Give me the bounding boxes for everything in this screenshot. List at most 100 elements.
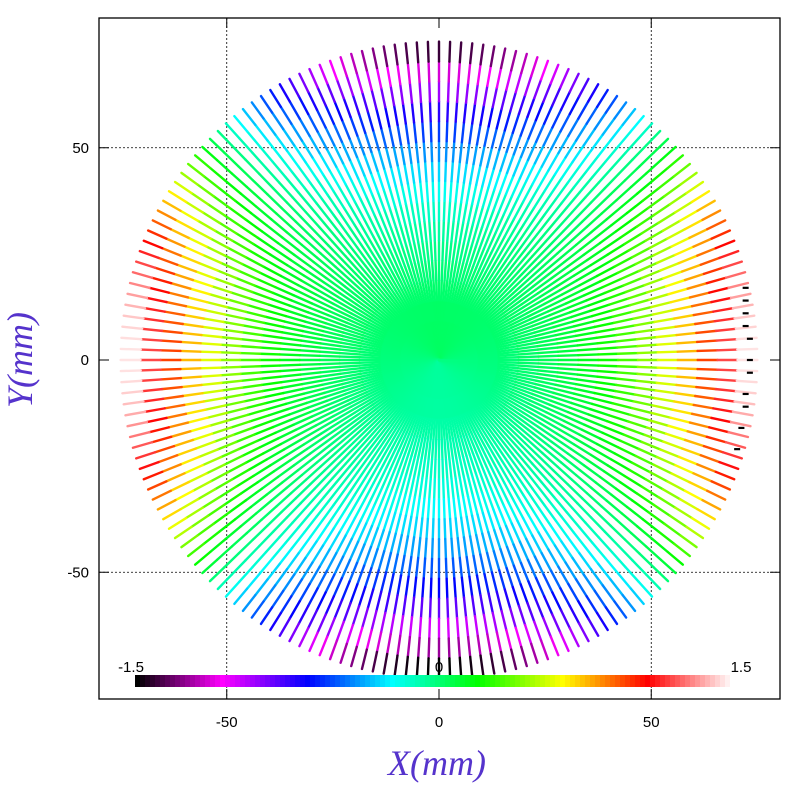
radial-segment	[544, 225, 561, 243]
radial-segment	[199, 366, 222, 370]
radial-segment	[441, 239, 445, 262]
radial-segment	[297, 191, 313, 209]
radial-line	[131, 358, 441, 449]
radial-segment	[321, 333, 343, 341]
radial-segment	[560, 515, 575, 534]
radial-segment	[557, 210, 574, 229]
radial-segment	[399, 473, 408, 496]
radial-segment	[577, 353, 600, 357]
radial-segment	[526, 265, 544, 282]
radial-segment	[301, 383, 324, 391]
radial-line	[415, 41, 441, 362]
radial-segment	[289, 447, 309, 462]
radial-segment	[541, 289, 561, 302]
radial-segment	[677, 254, 699, 265]
radial-segment	[429, 398, 435, 421]
radial-segment	[523, 233, 539, 252]
radial-segment	[553, 269, 573, 284]
radial-segment	[415, 656, 420, 679]
radial-segment	[531, 392, 553, 403]
radial-segment	[616, 344, 639, 349]
radial-segment	[446, 597, 450, 620]
radial-segment	[476, 367, 499, 374]
radial-segment	[229, 291, 251, 300]
radial-segment	[487, 444, 500, 465]
radial-segment	[591, 541, 607, 560]
radial-segment	[196, 219, 217, 232]
radial-segment	[376, 280, 392, 299]
radial-segment	[594, 386, 617, 393]
radial-segment	[574, 473, 593, 490]
radial-segment	[509, 91, 517, 113]
radial-segment	[451, 457, 457, 480]
radial-segment	[493, 381, 514, 392]
radial-segment	[590, 402, 613, 411]
radial-segment	[191, 228, 212, 240]
radial-segment	[344, 255, 361, 273]
radial-segment	[426, 40, 430, 63]
radial-segment	[363, 292, 382, 308]
radial-segment	[349, 278, 367, 295]
radial-segment	[467, 289, 480, 310]
radial-segment	[472, 269, 484, 290]
radial-segment	[685, 525, 705, 540]
radial-segment	[570, 478, 589, 495]
radial-segment	[475, 372, 497, 382]
radial-segment	[690, 412, 713, 420]
radial-segment	[484, 395, 503, 411]
radial-segment	[251, 151, 268, 169]
radial-segment	[569, 258, 589, 273]
radial-segment	[230, 559, 247, 576]
colorbar-swatch	[430, 675, 436, 687]
radial-segment	[526, 438, 544, 455]
radial-segment	[298, 582, 311, 603]
radial-segment	[233, 199, 253, 215]
radial-segment	[559, 587, 571, 608]
radial-segment	[460, 414, 471, 435]
radial-segment	[270, 111, 285, 131]
colorbar-swatch	[445, 675, 451, 687]
radial-segment	[589, 516, 607, 533]
radial-segment	[631, 246, 652, 259]
radial-segment	[562, 487, 579, 505]
radial-segment	[566, 535, 581, 555]
radial-segment	[587, 617, 600, 637]
radial-segment	[536, 425, 556, 440]
radial-segment	[616, 351, 640, 355]
radial-segment	[710, 296, 733, 304]
radial-segment	[504, 524, 515, 546]
radial-segment	[589, 568, 604, 587]
radial-segment	[279, 368, 302, 373]
radial-segment	[609, 524, 627, 541]
radial-segment	[693, 394, 717, 400]
radial-segment	[499, 171, 509, 193]
radial-segment	[493, 235, 506, 256]
radial-line	[437, 45, 496, 362]
radial-segment	[680, 447, 702, 457]
radial-segment	[371, 314, 391, 328]
radial-segment	[537, 362, 560, 366]
radial-segment	[683, 218, 704, 231]
radial-segment	[674, 392, 697, 398]
radial-segment	[419, 180, 424, 203]
radial-segment	[363, 481, 375, 502]
colorbar-swatch	[710, 675, 716, 687]
radial-segment	[460, 576, 466, 599]
radial-segment	[527, 580, 538, 602]
radial-segment	[692, 237, 713, 248]
radial-segment	[417, 302, 427, 324]
radial-segment	[209, 166, 227, 183]
radial-segment	[410, 596, 416, 619]
radial-segment	[417, 241, 423, 264]
radial-segment	[549, 569, 562, 590]
radial-segment	[430, 159, 434, 183]
radial-segment	[397, 267, 408, 289]
radial-segment	[374, 257, 388, 277]
radial-segment	[425, 397, 432, 420]
radial-segment	[326, 193, 341, 213]
radial-segment	[532, 321, 554, 331]
radial-segment	[466, 317, 484, 334]
radial-segment	[344, 324, 366, 334]
radial-segment	[509, 315, 530, 327]
radial-line	[437, 358, 736, 481]
